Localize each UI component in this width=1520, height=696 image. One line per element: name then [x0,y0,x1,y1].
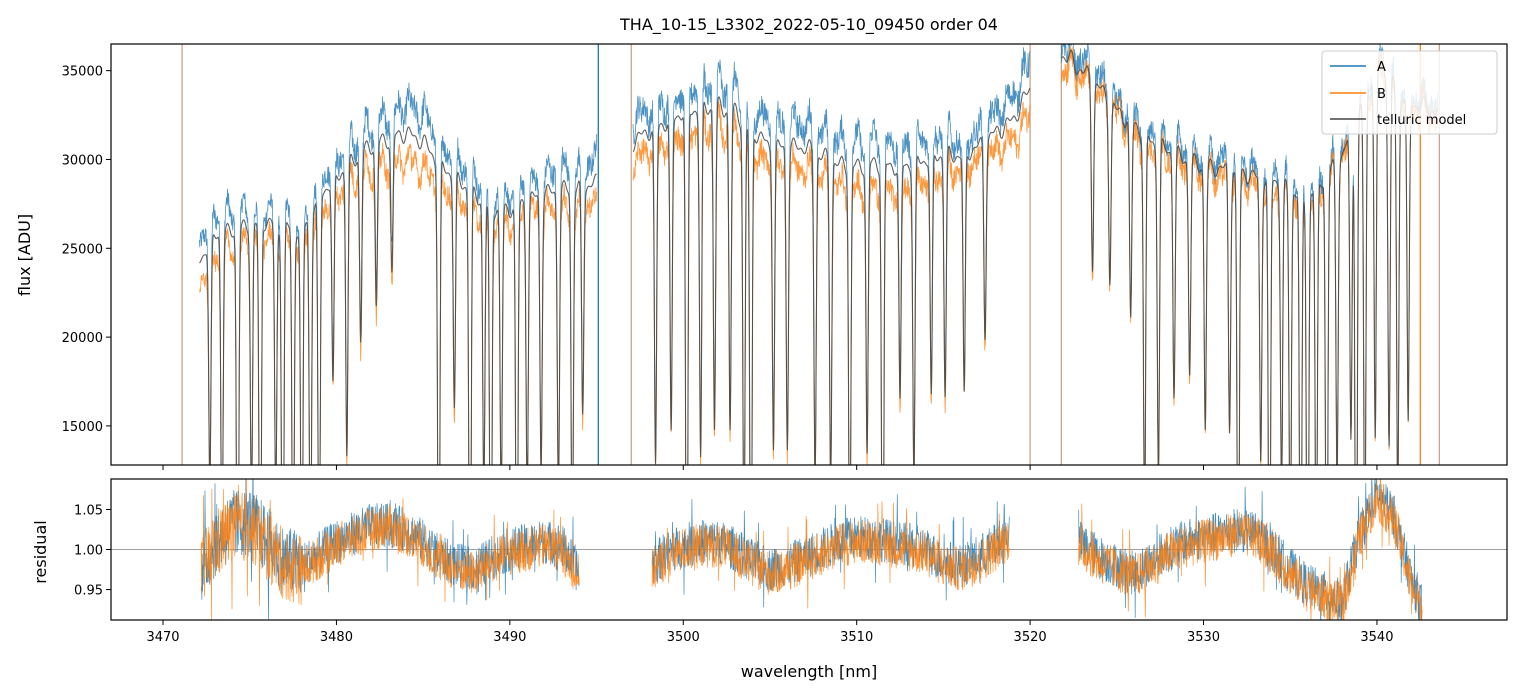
residual-b-segment-1 [651,501,1010,609]
bottom-x-tick-label: 3480 [320,630,353,645]
top-y-tick-label: 35000 [62,65,103,80]
series-telluric-model-segment-1 [632,87,1031,465]
legend-label-model: telluric model [1377,113,1466,128]
bottom-panel: 0.95 1.00 1.05 3470 3480 3490 3500 3510 3520 353… [31,478,1508,681]
bottom-x-ticks: 3470 3480 3490 3500 3510 3520 3530 3540 [146,620,1393,645]
bottom-x-tick-label: 3540 [1360,630,1393,645]
series-telluric-model-segment-0 [199,126,597,465]
bottom-x-tick-label: 3500 [667,630,700,645]
bottom-y-tick-label: 0.95 [74,584,103,599]
residual-a-segment-2 [1078,479,1423,620]
legend-box [1321,50,1498,135]
top-lines [199,44,1439,465]
series-telluric-model-segment-2 [1060,49,1439,465]
x-axis-label: wavelength [nm] [741,662,878,681]
legend-label-b: B [1377,87,1386,102]
legend-label-a: A [1377,60,1386,75]
bottom-x-tick-label: 3470 [146,630,179,645]
series-a-segment-0 [199,82,597,465]
legend: A B telluric model [1321,50,1498,135]
top-spikes [181,44,1441,465]
bottom-y-axis-label: residual [31,520,50,583]
chart-title: THA_10-15_L3302_2022-05-10_09450 order 0… [619,15,998,35]
top-y-tick-label: 15000 [62,420,103,435]
bottom-y-tick-label: 1.00 [74,544,103,559]
bottom-x-tick-label: 3490 [493,630,526,645]
bottom-y-ticks: 0.95 1.00 1.05 [74,503,111,599]
top-y-tick-label: 25000 [62,242,103,257]
bottom-lines [200,479,1423,620]
bottom-y-tick-label: 1.05 [74,503,103,518]
top-y-tick-label: 20000 [62,331,103,346]
bottom-frame [110,478,1508,621]
bottom-x-tick-label: 3510 [840,630,873,645]
bottom-x-tick-label: 3520 [1014,630,1047,645]
residual-b-segment-0 [200,479,580,620]
top-y-tick-label: 30000 [62,153,103,168]
bottom-x-tick-label: 3530 [1187,630,1220,645]
top-frame [110,43,1508,466]
top-y-ticks: 15000 20000 25000 30000 35000 [62,65,111,435]
top-panel: 15000 20000 25000 30000 35000 flux [ADU] A B… [15,43,1508,470]
top-x-ticks [162,465,1378,470]
residual-b-segment-2 [1078,479,1423,620]
top-y-axis-label: flux [ADU] [15,214,34,296]
